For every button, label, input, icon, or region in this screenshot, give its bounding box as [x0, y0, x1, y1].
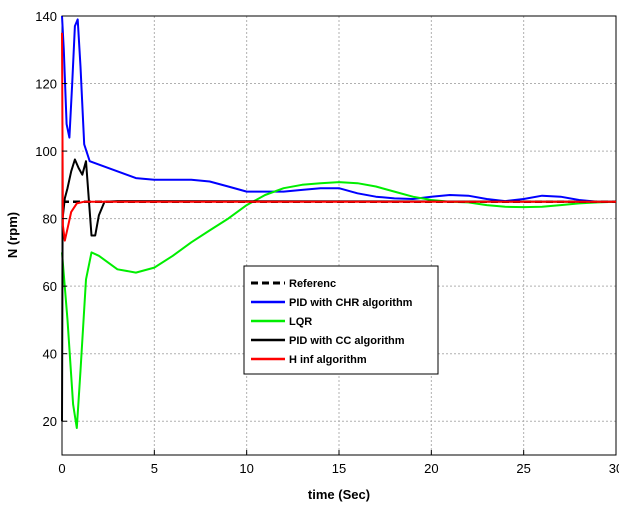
- series-line-pid-with-chr-algorithm: [61, 15, 616, 203]
- y-tick-label: 140: [35, 9, 57, 24]
- y-tick-label: 80: [43, 212, 57, 227]
- x-tick-label: 0: [58, 461, 65, 476]
- legend: Referenc PID with CHR algorithm LQR PID wit…: [243, 265, 439, 375]
- x-tick-label: 25: [516, 461, 530, 476]
- series-group: [61, 15, 617, 429]
- series-line-lqr: [61, 181, 617, 429]
- y-tick-label: 60: [43, 279, 57, 294]
- grid: [62, 16, 616, 455]
- legend-label: H inf algorithm: [289, 354, 367, 366]
- y-tick-label: 20: [43, 414, 57, 429]
- x-tick-label: 10: [239, 461, 253, 476]
- x-tick-label: 15: [332, 461, 346, 476]
- legend-label: LQR: [289, 316, 312, 328]
- x-tick-label: 20: [424, 461, 438, 476]
- series-line-pid-with-cc-algorithm: [61, 158, 617, 422]
- x-axis-label: time (Sec): [308, 487, 370, 502]
- y-tick-label: 100: [35, 144, 57, 159]
- series-line-h-inf-algorithm: [61, 32, 616, 242]
- legend-label: PID with CC algorithm: [289, 335, 405, 347]
- y-axis-label: N (rpm): [5, 212, 20, 258]
- tick-labels: 0 5 10 15 20 25 30 20 40 60 80 100 120 140: [35, 9, 619, 476]
- legend-label: PID with CHR algorithm: [289, 297, 413, 309]
- x-tick-label: 30: [609, 461, 619, 476]
- y-tick-label: 120: [35, 77, 57, 92]
- y-tick-label: 40: [43, 347, 57, 362]
- x-tick-label: 5: [151, 461, 158, 476]
- legend-label: Referenc: [289, 278, 336, 290]
- legend-entries: Referenc PID with CHR algorithm LQR PID wit…: [251, 278, 413, 366]
